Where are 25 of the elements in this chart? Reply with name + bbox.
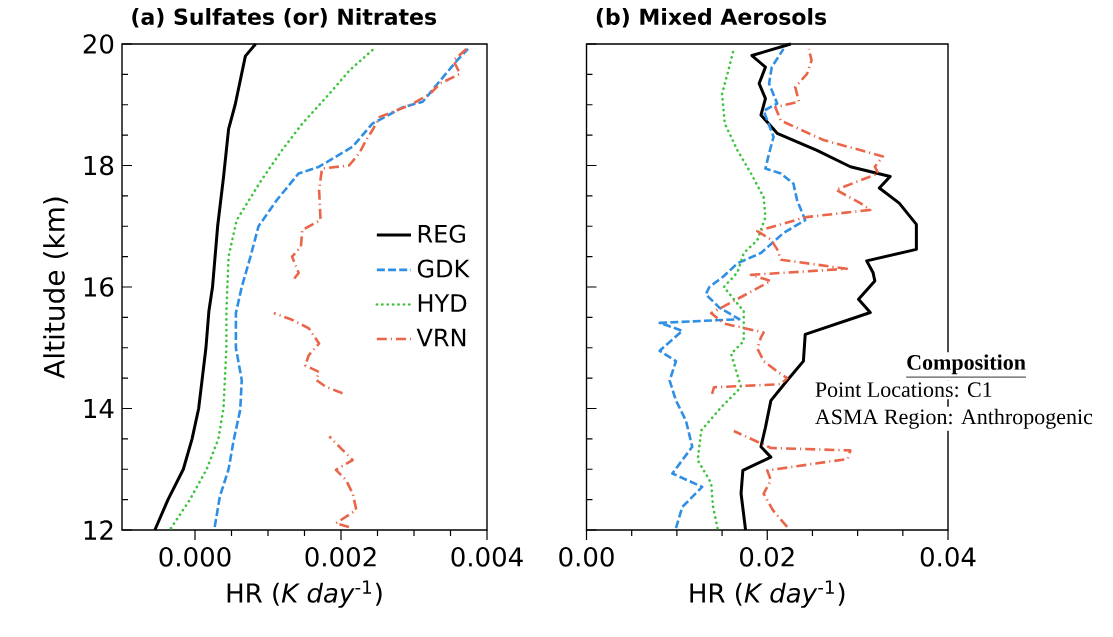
y-axis-title: Altitude (km) [43,197,69,379]
legend-label: HYD [418,294,467,312]
y-tick-label: 14 [84,399,114,418]
y-tick-label: 16 [84,277,114,297]
legend-label: GDK [417,259,470,278]
x-tick-label: 0.00 [559,547,614,567]
y-tick-label: 12 [84,520,113,540]
x-tick-label: 0.000 [159,547,231,567]
chart-title: (a) Sulfates (or) Nitrates [132,7,437,28]
line-series [213,47,470,529]
legend-label: REG [418,224,465,243]
x-axis-title: HR (K day$^{-1}$) [227,580,382,608]
annotation: Composition [907,354,1026,375]
x-tick-label: 0.004 [451,547,523,567]
x-tick-label: 0.02 [740,547,794,567]
x-tick-label: 0.002 [305,547,376,567]
annotation: ASMA Region: Anthropogenic [815,408,1093,429]
annotation: Point Locations: C1 [815,382,992,398]
line-series [169,48,374,530]
x-tick-label: 0.04 [920,547,976,567]
y-tick-label: 20 [83,34,114,54]
legend-label: VRN [416,328,466,347]
y-tick-label: 18 [84,155,114,176]
chart-title: (b) Mixed Aerosols [596,7,827,28]
x-axis-title: HR (K day$^{-1}$) [690,580,845,608]
